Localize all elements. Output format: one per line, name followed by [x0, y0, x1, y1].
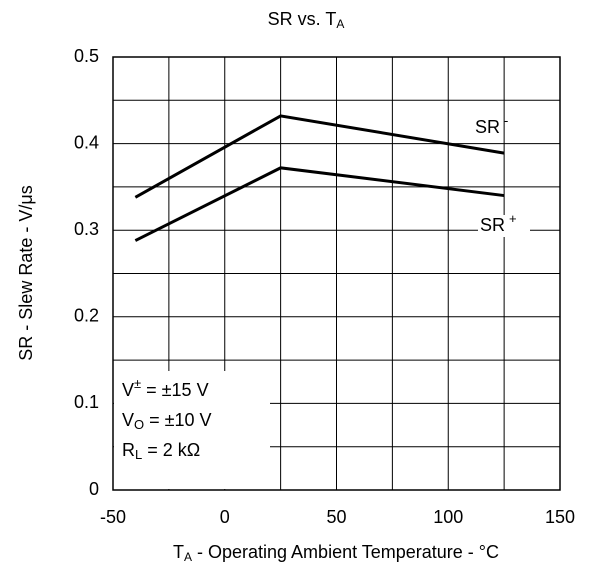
plot-frame [112, 56, 561, 491]
chart-title: SR vs. TA [268, 9, 345, 31]
x-tick-label: 100 [433, 507, 463, 527]
annotation: V± = ±15 V [122, 376, 209, 399]
annotation-box [114, 371, 270, 489]
x-tick-label: 50 [326, 507, 346, 527]
x-tick-label: -50 [100, 507, 126, 527]
y-tick-label: 0.3 [74, 219, 99, 239]
series-label: SR - [475, 113, 508, 136]
annotation-part: = ±10 V [144, 410, 211, 430]
x-tick-label: 0 [220, 507, 230, 527]
annotation: VO = ±10 V [122, 410, 212, 433]
line-series [134, 114, 505, 199]
annotation-part: = 2 kΩ [142, 440, 200, 460]
annotation-part: = ±15 V [141, 380, 208, 400]
annotation: RL = 2 kΩ [122, 440, 200, 463]
annotation-part: V [122, 380, 134, 400]
y-tick-label: 0 [89, 479, 99, 499]
x-tick-label: 150 [545, 507, 575, 527]
annotation-part: ± [134, 376, 141, 391]
series-name: SR [480, 215, 505, 235]
label-bg [478, 215, 530, 237]
series-name: SR [475, 117, 500, 137]
y-tick-label: 0.2 [74, 306, 99, 326]
annotation-part: V [122, 410, 134, 430]
series-label: SR + [480, 211, 517, 234]
y-tick-label: 0.1 [74, 392, 99, 412]
series-name-sup: + [509, 211, 517, 226]
annotation-part: L [135, 447, 142, 462]
y-tick-label: 0.4 [74, 132, 99, 152]
annotation-part: O [134, 417, 144, 432]
x-axis-label: TA - Operating Ambient Temperature - °C [173, 542, 499, 564]
series-name-sup: - [504, 113, 508, 128]
y-axis-label: SR - Slew Rate - V/μs [16, 185, 36, 360]
annotation-part: R [122, 440, 135, 460]
y-tick-label: 0.5 [74, 46, 99, 66]
line-series [134, 166, 505, 242]
